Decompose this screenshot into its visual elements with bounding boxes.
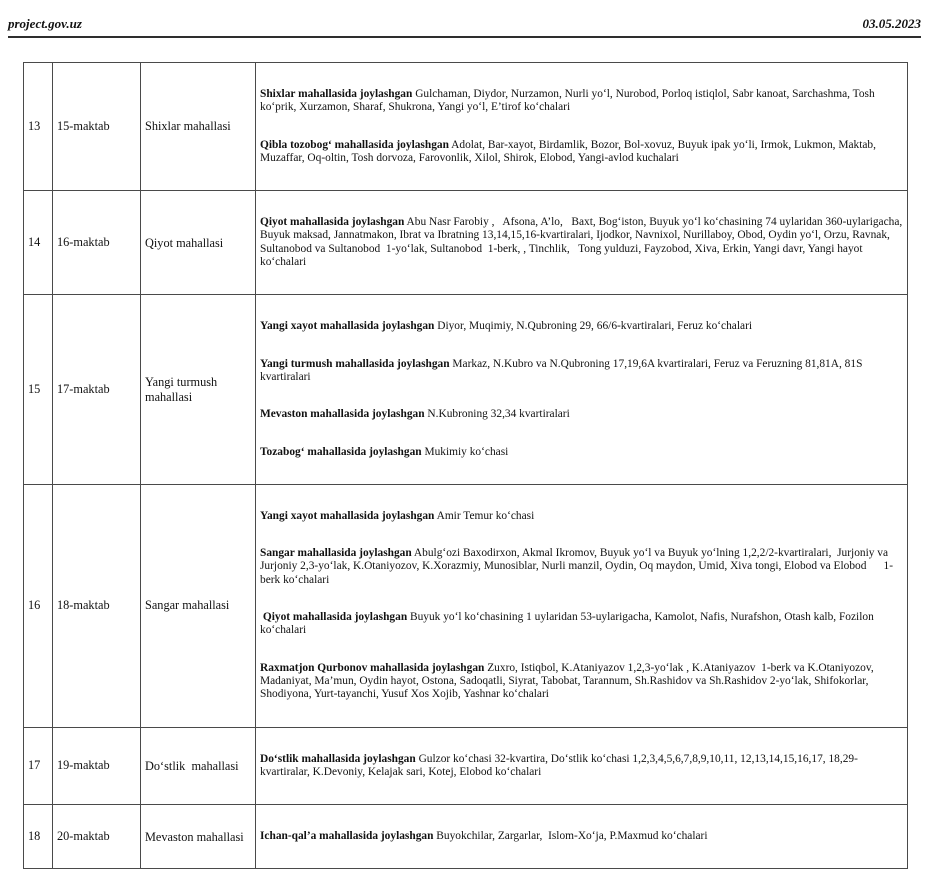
mahalla-lead: Yangi xayot mahallasida joylashgan bbox=[260, 320, 435, 333]
row-number-cell: 16 bbox=[23, 483, 53, 728]
street-segment: Yangi xayot mahallasida joylashgan Diyor… bbox=[260, 320, 903, 333]
school-cell: 20-maktab bbox=[52, 804, 141, 869]
street-segment: Yangi xayot mahallasida joylashgan Amir … bbox=[260, 510, 903, 523]
streets-cell: Yangi xayot mahallasida joylashgan Amir … bbox=[255, 483, 908, 728]
streets-cell: Shixlar mahallasida joylashgan Gulchaman… bbox=[255, 61, 908, 192]
street-segment: Qibla tozobog‘ mahallasida joylashgan Ad… bbox=[260, 139, 903, 166]
streets-cell: Qiyot mahallasida joylashgan Abu Nasr Fa… bbox=[255, 190, 908, 296]
row-number-cell: 15 bbox=[23, 294, 53, 485]
street-segment: Do‘stlik mahallasida joylashgan Gulzor k… bbox=[260, 753, 903, 780]
mahalla-lead: Mevaston mahallasida joylashgan bbox=[260, 408, 425, 421]
mahalla-lead: Tozabog‘ mahallasida joylashgan bbox=[260, 445, 422, 458]
mahalla-lead: Do‘stlik mahallasida joylashgan bbox=[260, 752, 416, 765]
row-number-cell: 13 bbox=[23, 61, 53, 192]
mahalla-lead: Qibla tozobog‘ mahallasida joylashgan bbox=[260, 138, 449, 151]
row-number-cell: 18 bbox=[23, 804, 53, 869]
streets-text: Markaz, N.Kubro va N.Qubroning 17,19,6A … bbox=[260, 357, 866, 383]
school-cell: 17-maktab bbox=[52, 294, 141, 485]
mahalla-cell: Yangi turmush mahallasi bbox=[140, 294, 256, 485]
table-row: 14 16-maktab Qiyot mahallasi Qiyot mahal… bbox=[23, 190, 908, 296]
streets-text: Gulchaman, Diydor, Nurzamon, Nurli yo‘l,… bbox=[260, 88, 878, 114]
street-segment: Raxmatjon Qurbonov mahallasida joylashga… bbox=[260, 662, 903, 702]
streets-text: Amir Temur ko‘chasi bbox=[434, 509, 535, 522]
school-cell: 16-maktab bbox=[52, 190, 141, 296]
streets-text: Abu Nasr Farobiy , Afsona, A’lo, Baxt, B… bbox=[260, 216, 906, 269]
mahalla-lead: Qiyot mahallasida joylashgan bbox=[260, 611, 408, 624]
mahalla-lead: Yangi turmush mahallasida joylashgan bbox=[260, 357, 450, 370]
street-segment: Shixlar mahallasida joylashgan Gulchaman… bbox=[260, 88, 903, 115]
mahalla-lead: Sangar mahallasida joylashgan bbox=[260, 547, 412, 560]
streets-cell: Ichan-qal’a mahallasida joylashgan Buyok… bbox=[255, 804, 908, 869]
streets-text: Adolat, Bar-xayot, Birdamlik, Bozor, Bol… bbox=[260, 138, 879, 164]
mahalla-cell: Mevaston mahallasi bbox=[140, 804, 256, 869]
streets-cell: Yangi xayot mahallasida joylashgan Diyor… bbox=[255, 294, 908, 485]
table-row: 17 19-maktab Do‘stlik mahallasi Do‘stlik… bbox=[23, 726, 908, 806]
street-segment: Ichan-qal’a mahallasida joylashgan Buyok… bbox=[260, 830, 903, 843]
street-segment: Sangar mahallasida joylashgan Abulg‘ozi … bbox=[260, 547, 903, 587]
page-header: project.gov.uz 03.05.2023 bbox=[8, 16, 921, 38]
streets-text: Diyor, Muqimiy, N.Qubroning 29, 66/6-kva… bbox=[434, 320, 753, 333]
table-row: 15 17-maktab Yangi turmush mahallasi Yan… bbox=[23, 294, 908, 485]
streets-cell: Do‘stlik mahallasida joylashgan Gulzor k… bbox=[255, 726, 908, 806]
mahalla-lead: Yangi xayot mahallasida joylashgan bbox=[260, 509, 435, 522]
schools-table: 13 15-maktab Shixlar mahallasi Shixlar m… bbox=[23, 61, 908, 869]
row-number-cell: 17 bbox=[23, 726, 53, 806]
street-segment: Qiyot mahallasida joylashgan Buyuk yo‘l … bbox=[260, 611, 903, 638]
streets-text: N.Kubroning 32,34 kvartiralari bbox=[424, 408, 570, 421]
street-segment: Qiyot mahallasida joylashgan Abu Nasr Fa… bbox=[260, 216, 903, 269]
table-row: 13 15-maktab Shixlar mahallasi Shixlar m… bbox=[23, 61, 908, 192]
school-cell: 15-maktab bbox=[52, 61, 141, 192]
mahalla-lead: Ichan-qal’a mahallasida joylashgan bbox=[260, 830, 434, 843]
mahalla-lead: Qiyot mahallasida joylashgan bbox=[260, 216, 405, 229]
street-segment: Mevaston mahallasida joylashgan N.Kubron… bbox=[260, 408, 903, 421]
school-cell: 18-maktab bbox=[52, 483, 141, 728]
row-number-cell: 14 bbox=[23, 190, 53, 296]
site-name: project.gov.uz bbox=[8, 16, 82, 31]
school-cell: 19-maktab bbox=[52, 726, 141, 806]
mahalla-cell: Do‘stlik mahallasi bbox=[140, 726, 256, 806]
mahalla-cell: Shixlar mahallasi bbox=[140, 61, 256, 192]
street-segment: Yangi turmush mahallasida joylashgan Mar… bbox=[260, 358, 903, 385]
mahalla-cell: Qiyot mahallasi bbox=[140, 190, 256, 296]
mahalla-lead: Shixlar mahallasida joylashgan bbox=[260, 88, 413, 100]
mahalla-cell: Sangar mahallasi bbox=[140, 483, 256, 728]
document-date: 03.05.2023 bbox=[862, 16, 922, 31]
streets-text: Mukimiy ko‘chasi bbox=[421, 445, 509, 458]
table-row: 16 18-maktab Sangar mahallasi Yangi xayo… bbox=[23, 483, 908, 728]
street-segment: Tozabog‘ mahallasida joylashgan Mukimiy … bbox=[260, 446, 903, 459]
streets-text: Abulg‘ozi Baxodirxon, Akmal Ikromov, Buy… bbox=[260, 547, 894, 586]
streets-text: Buyokchilar, Zargarlar, Islom-Xo‘ja, P.M… bbox=[433, 830, 708, 843]
table-row: 18 20-maktab Mevaston mahallasi Ichan-qa… bbox=[23, 804, 908, 869]
mahalla-lead: Raxmatjon Qurbonov mahallasida joylashga… bbox=[260, 661, 485, 674]
